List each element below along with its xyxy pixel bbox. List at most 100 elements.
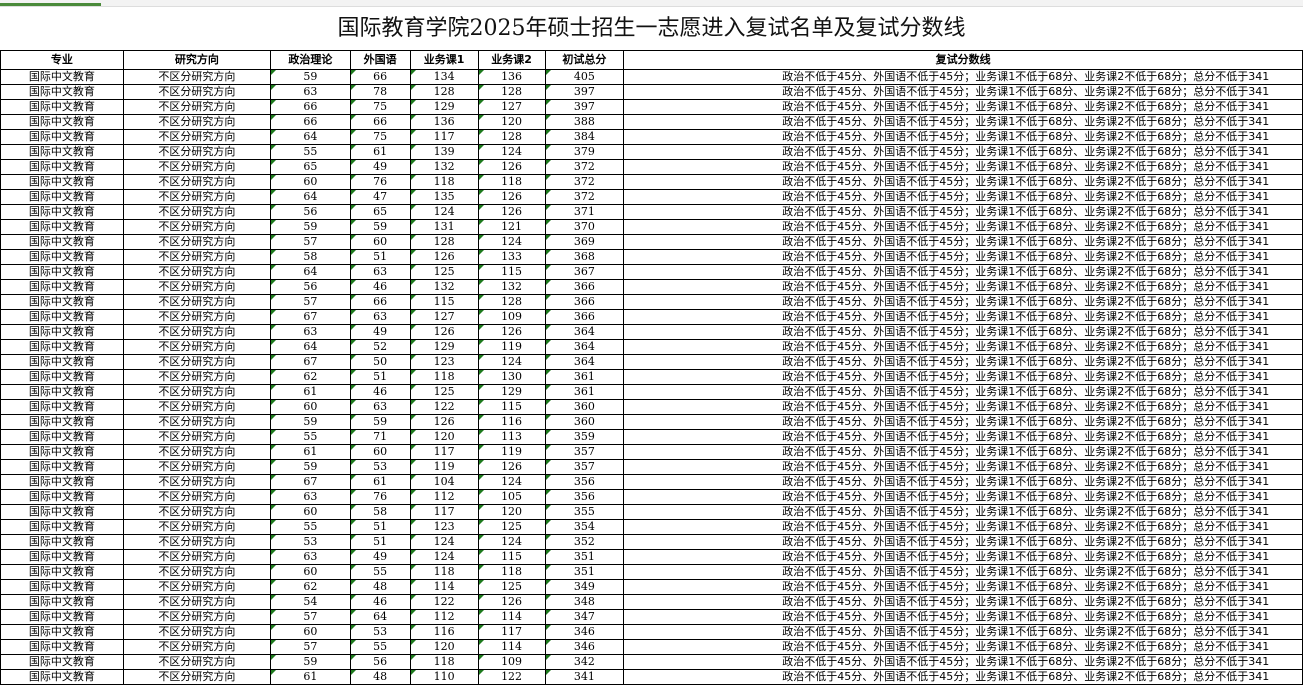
header-politics[interactable]: 政治理论 (270, 50, 351, 70)
cell-foreign-language[interactable]: 66 (349, 294, 411, 310)
cell-course2[interactable]: 120 (477, 504, 546, 520)
cell-course2[interactable]: 126 (477, 159, 546, 175)
cell-course1[interactable]: 122 (409, 594, 479, 610)
cell-cutoff[interactable]: 政治不低于45分、外国语不低于45分；业务课1不低于68分、业务课2不低于68分… (623, 624, 1303, 640)
cell-direction[interactable]: 不区分研究方向 (122, 549, 272, 565)
cell-major[interactable]: 国际中文教育 (0, 144, 124, 160)
cell-course1[interactable]: 120 (409, 429, 479, 445)
cell-major[interactable]: 国际中文教育 (0, 384, 124, 400)
cell-major[interactable]: 国际中文教育 (0, 354, 124, 370)
cell-course1[interactable]: 124 (409, 534, 479, 550)
cell-course1[interactable]: 116 (409, 624, 479, 640)
cell-total[interactable]: 355 (544, 504, 625, 520)
cell-cutoff[interactable]: 政治不低于45分、外国语不低于45分；业务课1不低于68分、业务课2不低于68分… (623, 249, 1303, 265)
cell-course2[interactable]: 133 (477, 249, 546, 265)
cell-cutoff[interactable]: 政治不低于45分、外国语不低于45分；业务课1不低于68分、业务课2不低于68分… (623, 129, 1303, 145)
cell-politics[interactable]: 62 (270, 369, 351, 385)
cell-course1[interactable]: 126 (409, 249, 479, 265)
cell-direction[interactable]: 不区分研究方向 (122, 324, 272, 340)
cell-course1[interactable]: 104 (409, 474, 479, 490)
cell-cutoff[interactable]: 政治不低于45分、外国语不低于45分；业务课1不低于68分、业务课2不低于68分… (623, 474, 1303, 490)
cell-course1[interactable]: 118 (409, 174, 479, 190)
cell-politics[interactable]: 64 (270, 339, 351, 355)
cell-course1[interactable]: 114 (409, 579, 479, 595)
cell-politics[interactable]: 66 (270, 99, 351, 115)
cell-course2[interactable]: 126 (477, 204, 546, 220)
cell-direction[interactable]: 不区分研究方向 (122, 654, 272, 670)
cell-politics[interactable]: 67 (270, 309, 351, 325)
cell-direction[interactable]: 不区分研究方向 (122, 294, 272, 310)
cell-major[interactable]: 国际中文教育 (0, 309, 124, 325)
cell-course2[interactable]: 130 (477, 369, 546, 385)
cell-foreign-language[interactable]: 50 (349, 354, 411, 370)
cell-foreign-language[interactable]: 46 (349, 594, 411, 610)
cell-direction[interactable]: 不区分研究方向 (122, 609, 272, 625)
cell-course2[interactable]: 126 (477, 594, 546, 610)
cell-major[interactable]: 国际中文教育 (0, 639, 124, 655)
cell-politics[interactable]: 55 (270, 429, 351, 445)
cell-course1[interactable]: 131 (409, 219, 479, 235)
cell-course2[interactable]: 128 (477, 129, 546, 145)
cell-course1[interactable]: 126 (409, 414, 479, 430)
cell-total[interactable]: 347 (544, 609, 625, 625)
cell-politics[interactable]: 67 (270, 354, 351, 370)
header-foreign-language[interactable]: 外国语 (349, 50, 411, 70)
cell-cutoff[interactable]: 政治不低于45分、外国语不低于45分；业务课1不低于68分、业务课2不低于68分… (623, 459, 1303, 475)
cell-total[interactable]: 364 (544, 324, 625, 340)
cell-major[interactable]: 国际中文教育 (0, 549, 124, 565)
cell-course2[interactable]: 114 (477, 639, 546, 655)
cell-course2[interactable]: 129 (477, 384, 546, 400)
cell-direction[interactable]: 不区分研究方向 (122, 534, 272, 550)
cell-foreign-language[interactable]: 66 (349, 114, 411, 130)
cell-politics[interactable]: 59 (270, 414, 351, 430)
cell-major[interactable]: 国际中文教育 (0, 579, 124, 595)
cell-direction[interactable]: 不区分研究方向 (122, 639, 272, 655)
cell-foreign-language[interactable]: 65 (349, 204, 411, 220)
cell-course1[interactable]: 118 (409, 369, 479, 385)
cell-course1[interactable]: 126 (409, 324, 479, 340)
cell-politics[interactable]: 59 (270, 654, 351, 670)
cell-course2[interactable]: 118 (477, 564, 546, 580)
cell-major[interactable]: 国际中文教育 (0, 459, 124, 475)
cell-course1[interactable]: 115 (409, 294, 479, 310)
cell-direction[interactable]: 不区分研究方向 (122, 369, 272, 385)
cell-direction[interactable]: 不区分研究方向 (122, 144, 272, 160)
cell-politics[interactable]: 63 (270, 489, 351, 505)
cell-cutoff[interactable]: 政治不低于45分、外国语不低于45分；业务课1不低于68分、业务课2不低于68分… (623, 204, 1303, 220)
cell-direction[interactable]: 不区分研究方向 (122, 429, 272, 445)
header-major[interactable]: 专业 (0, 50, 124, 70)
cell-cutoff[interactable]: 政治不低于45分、外国语不低于45分；业务课1不低于68分、业务课2不低于68分… (623, 324, 1303, 340)
cell-politics[interactable]: 57 (270, 234, 351, 250)
cell-major[interactable]: 国际中文教育 (0, 159, 124, 175)
cell-politics[interactable]: 59 (270, 69, 351, 85)
cell-politics[interactable]: 60 (270, 174, 351, 190)
cell-course2[interactable]: 126 (477, 324, 546, 340)
cell-politics[interactable]: 64 (270, 264, 351, 280)
cell-course1[interactable]: 132 (409, 279, 479, 295)
cell-total[interactable]: 370 (544, 219, 625, 235)
cell-course2[interactable]: 119 (477, 339, 546, 355)
cell-course1[interactable]: 123 (409, 519, 479, 535)
cell-major[interactable]: 国际中文教育 (0, 624, 124, 640)
cell-total[interactable]: 364 (544, 354, 625, 370)
cell-total[interactable]: 351 (544, 549, 625, 565)
cell-total[interactable]: 372 (544, 189, 625, 205)
cell-total[interactable]: 368 (544, 249, 625, 265)
cell-foreign-language[interactable]: 48 (349, 579, 411, 595)
cell-foreign-language[interactable]: 75 (349, 129, 411, 145)
cell-total[interactable]: 359 (544, 429, 625, 445)
header-direction[interactable]: 研究方向 (122, 50, 272, 70)
cell-politics[interactable]: 64 (270, 189, 351, 205)
cell-total[interactable]: 371 (544, 204, 625, 220)
cell-direction[interactable]: 不区分研究方向 (122, 159, 272, 175)
cell-total[interactable]: 342 (544, 654, 625, 670)
cell-major[interactable]: 国际中文教育 (0, 414, 124, 430)
cell-course2[interactable]: 125 (477, 579, 546, 595)
cell-foreign-language[interactable]: 76 (349, 489, 411, 505)
cell-course2[interactable]: 127 (477, 99, 546, 115)
cell-politics[interactable]: 60 (270, 624, 351, 640)
cell-politics[interactable]: 61 (270, 669, 351, 685)
cell-politics[interactable]: 60 (270, 564, 351, 580)
cell-course2[interactable]: 117 (477, 624, 546, 640)
cell-course2[interactable]: 118 (477, 174, 546, 190)
